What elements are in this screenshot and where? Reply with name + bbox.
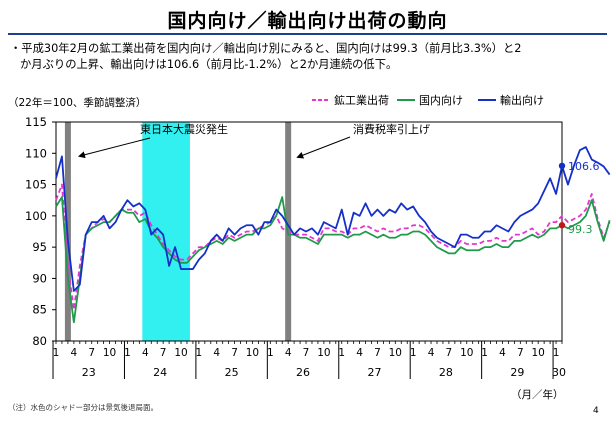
year-label-28: 28 [439, 366, 453, 379]
page-title: 国内向け／輸出向け出荷の動向 [167, 10, 448, 32]
end-label-domestic: 99.3 [568, 223, 593, 236]
year-label-24: 24 [153, 366, 167, 379]
page-number: 4 [593, 406, 599, 416]
legend-label-2: 輸出向け [500, 93, 544, 107]
year-label-27: 27 [367, 366, 381, 379]
year-label-29: 29 [510, 366, 524, 379]
x-tick-label-10: 10 [174, 347, 187, 359]
year-label-23: 23 [82, 366, 96, 379]
end-point-export [558, 162, 566, 169]
year-label-26: 26 [296, 366, 310, 379]
x-tick-label-1: 1 [553, 347, 560, 359]
plot-frame [55, 121, 563, 342]
x-tick-label-7: 7 [303, 347, 310, 359]
x-tick-label-1: 1 [410, 347, 417, 359]
x-tick-label-7: 7 [374, 347, 381, 359]
x-tick-label-1: 1 [196, 347, 203, 359]
summary-line-1: ・平成30年2月の鉱工業出荷を国内向け／輸出向け別にみると、国内向けは99.3（… [10, 42, 522, 55]
x-tick-label-10: 10 [389, 347, 402, 359]
x-tick-label-4: 4 [213, 347, 220, 359]
year-label-30: 30 [552, 366, 566, 379]
y-tick-label-80: 80 [32, 334, 47, 348]
y-tick-label-110: 110 [25, 146, 47, 160]
x-tick-label-4: 4 [499, 347, 506, 359]
summary-line-2: か月ぶりの上昇、輸出向けは106.6（前月比-1.2%）と2か月連続の低下。 [20, 58, 398, 71]
end-point-domestic [558, 222, 566, 229]
annotation-tax-hike: 消費税率引上げ [353, 122, 430, 136]
series-line-1 [55, 196, 611, 324]
x-axis-unit-label: （月／年） [511, 389, 564, 401]
annotation-arrow-earthquake [77, 137, 151, 159]
footnote: （注）水色のシャドー部分は景気後退局面。 [8, 403, 158, 412]
end-label-export: 106.6 [568, 160, 600, 173]
y-tick-label-105: 105 [25, 178, 47, 192]
x-tick-label-4: 4 [285, 347, 292, 359]
x-tick-label-1: 1 [53, 347, 60, 359]
x-tick-label-10: 10 [246, 347, 259, 359]
x-tick-label-7: 7 [88, 347, 95, 359]
legend-label-0: 鉱工業出荷 [334, 93, 389, 107]
x-tick-label-1: 1 [481, 347, 488, 359]
x-tick-label-7: 7 [446, 347, 453, 359]
y-tick-label-85: 85 [32, 303, 47, 317]
x-tick-label-4: 4 [428, 347, 435, 359]
shading-band-1 [142, 122, 190, 341]
x-tick-label-10: 10 [460, 347, 473, 359]
x-tick-label-10: 10 [532, 347, 545, 359]
x-tick-label-4: 4 [356, 347, 363, 359]
x-tick-label-4: 4 [71, 347, 78, 359]
summary-text: ・平成30年2月の鉱工業出荷を国内向け／輸出向け別にみると、国内向けは99.3（… [10, 41, 606, 73]
x-tick-label-10: 10 [103, 347, 116, 359]
x-tick-label-4: 4 [142, 347, 149, 359]
x-tick-label-10: 10 [317, 347, 330, 359]
x-tick-label-7: 7 [160, 347, 167, 359]
legend-label-1: 国内向け [419, 93, 463, 107]
annotation-arrow-tax-hike [296, 136, 351, 159]
series-line-2 [55, 146, 611, 292]
year-label-25: 25 [225, 366, 239, 379]
x-tick-label-7: 7 [517, 347, 524, 359]
x-tick-label-7: 7 [231, 347, 238, 359]
y-tick-label-95: 95 [32, 240, 47, 254]
title-divider [8, 33, 607, 35]
x-tick-label-1: 1 [124, 347, 131, 359]
x-tick-label-1: 1 [338, 347, 345, 359]
x-tick-label-1: 1 [267, 347, 274, 359]
annotation-earthquake: 東日本大震災発生 [140, 122, 228, 136]
y-tick-label-115: 115 [25, 115, 47, 129]
y-tick-label-100: 100 [25, 209, 47, 223]
y-tick-label-90: 90 [32, 271, 47, 285]
chart-unit-label: （22年＝100、季節調整済） [8, 97, 147, 109]
